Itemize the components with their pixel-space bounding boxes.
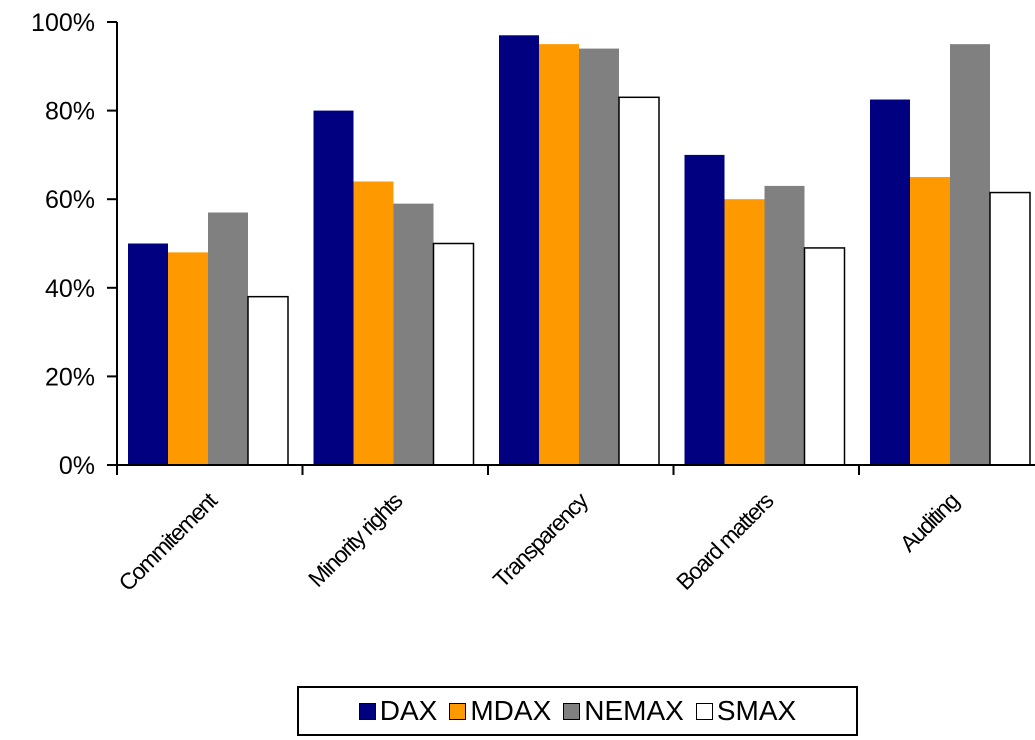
bar-dax-4 <box>684 154 725 465</box>
bar-mdax-4 <box>724 199 765 465</box>
bar-nemax-5 <box>950 44 990 466</box>
bar-dax-3 <box>499 35 539 465</box>
bar-mdax-5 <box>910 177 950 466</box>
bar-nemax-1 <box>208 212 248 465</box>
y-tick-label: 80% <box>45 98 95 126</box>
legend-label: DAX <box>379 695 438 726</box>
bar-mdax-3 <box>539 44 579 466</box>
bar-smax-3 <box>618 96 660 466</box>
bar-nemax-2 <box>393 203 434 465</box>
legend-label: SMAX <box>716 695 797 726</box>
y-tick-label: 20% <box>45 363 95 391</box>
bar-dax-5 <box>870 99 910 466</box>
legend: DAX MDAX NEMAX SMAX <box>297 686 858 736</box>
bar-smax-1 <box>247 295 289 466</box>
x-tick-label: Minority rights <box>303 487 407 591</box>
x-tick-label: Commitement <box>113 487 222 596</box>
bar-dax-1 <box>128 243 168 465</box>
bar-smax-4 <box>803 247 846 466</box>
legend-swatch <box>358 702 376 720</box>
legend-item-mdax: MDAX <box>449 695 551 727</box>
legend-label: NEMAX <box>584 695 684 726</box>
plot-area: 0% 20% 40% 60% 80% 100% Commitement Minority ri… <box>31 9 1035 596</box>
legend-label: MDAX <box>470 695 552 726</box>
y-tick-label: 0% <box>59 452 95 480</box>
legend-swatch <box>563 702 581 720</box>
bar-mdax-2 <box>353 181 394 466</box>
y-tick-label: 40% <box>45 275 95 303</box>
x-tick-label: Transparency <box>488 487 594 593</box>
bar-nemax-4 <box>764 185 805 465</box>
bar-dax-2 <box>313 110 354 465</box>
x-tick-label: Board matters <box>671 487 778 594</box>
legend-swatch <box>695 702 713 720</box>
bar-smax-2 <box>432 242 475 466</box>
y-tick-label: 60% <box>45 186 95 214</box>
bar-nemax-3 <box>579 48 619 465</box>
y-tick-label: 100% <box>31 9 95 37</box>
legend-item-dax: DAX <box>358 695 438 727</box>
legend-item-smax: SMAX <box>695 695 797 727</box>
x-tick-label: Auditing <box>895 488 964 557</box>
bar-mdax-1 <box>168 252 208 465</box>
legend-swatch <box>449 702 467 720</box>
legend-item-nemax: NEMAX <box>563 695 684 727</box>
bar-smax-5 <box>989 191 1031 466</box>
